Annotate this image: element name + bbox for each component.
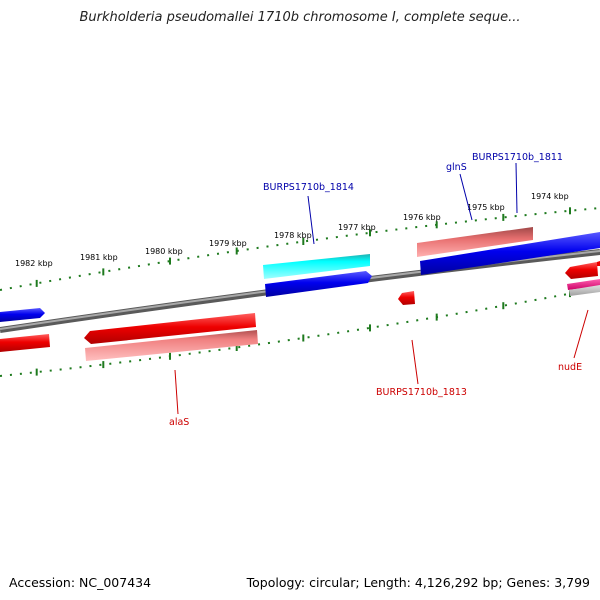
gene-feature-blue — [0, 308, 45, 322]
reverse-genes[interactable] — [0, 261, 600, 361]
gene-feature-red — [597, 261, 600, 266]
tick-label: 1977 kbp — [338, 223, 376, 232]
upper-tick-ring — [0, 207, 600, 291]
gene-label-alas: alaS — [169, 417, 189, 428]
gene-labels: BURPS1710b_1814 glnS BURPS1710b_1811 ala… — [169, 152, 582, 428]
gene-label-burps1710b-1814: BURPS1710b_1814 — [263, 182, 354, 193]
tick-label: 1974 kbp — [531, 192, 569, 201]
gene-feature-pink — [417, 227, 533, 257]
gene-label-nude: nudE — [558, 362, 582, 373]
map-title: Burkholderia pseudomallei 1710b chromoso… — [79, 10, 521, 25]
tick-label: 1980 kbp — [145, 247, 183, 256]
gene-feature-blue — [265, 271, 372, 297]
tick-labels: 1982 kbp 1981 kbp 1980 kbp 1979 kbp 1978… — [15, 192, 569, 268]
tick-label: 1979 kbp — [209, 239, 247, 248]
tick-label: 1976 kbp — [403, 213, 441, 222]
gene-feature-blue — [420, 232, 600, 275]
tick-label: 1975 kbp — [467, 203, 505, 212]
accession-text: Accession: NC_007434 — [9, 575, 152, 590]
tick-label: 1981 kbp — [80, 253, 118, 262]
label-leaders — [174, 162, 589, 415]
gene-feature-cyan — [263, 254, 370, 279]
gene-label-burps1710b-1813: BURPS1710b_1813 — [376, 387, 467, 398]
gene-label-glns: glnS — [446, 162, 467, 173]
sequence-summary-text: Topology: circular; Length: 4,126,292 bp… — [246, 575, 590, 590]
tick-label: 1982 kbp — [15, 259, 53, 268]
gene-feature-red — [565, 262, 598, 279]
gene-feature-pink — [85, 330, 258, 361]
gene-feature-red — [398, 291, 415, 305]
tick-label: 1978 kbp — [274, 231, 312, 240]
gene-feature-grey — [569, 285, 600, 296]
forward-genes[interactable] — [0, 227, 600, 322]
gene-feature-magenta — [567, 279, 600, 290]
gene-feature-red — [0, 334, 50, 352]
gene-label-burps1710b-1811: BURPS1710b_1811 — [472, 152, 563, 163]
gene-feature-red — [84, 313, 256, 344]
